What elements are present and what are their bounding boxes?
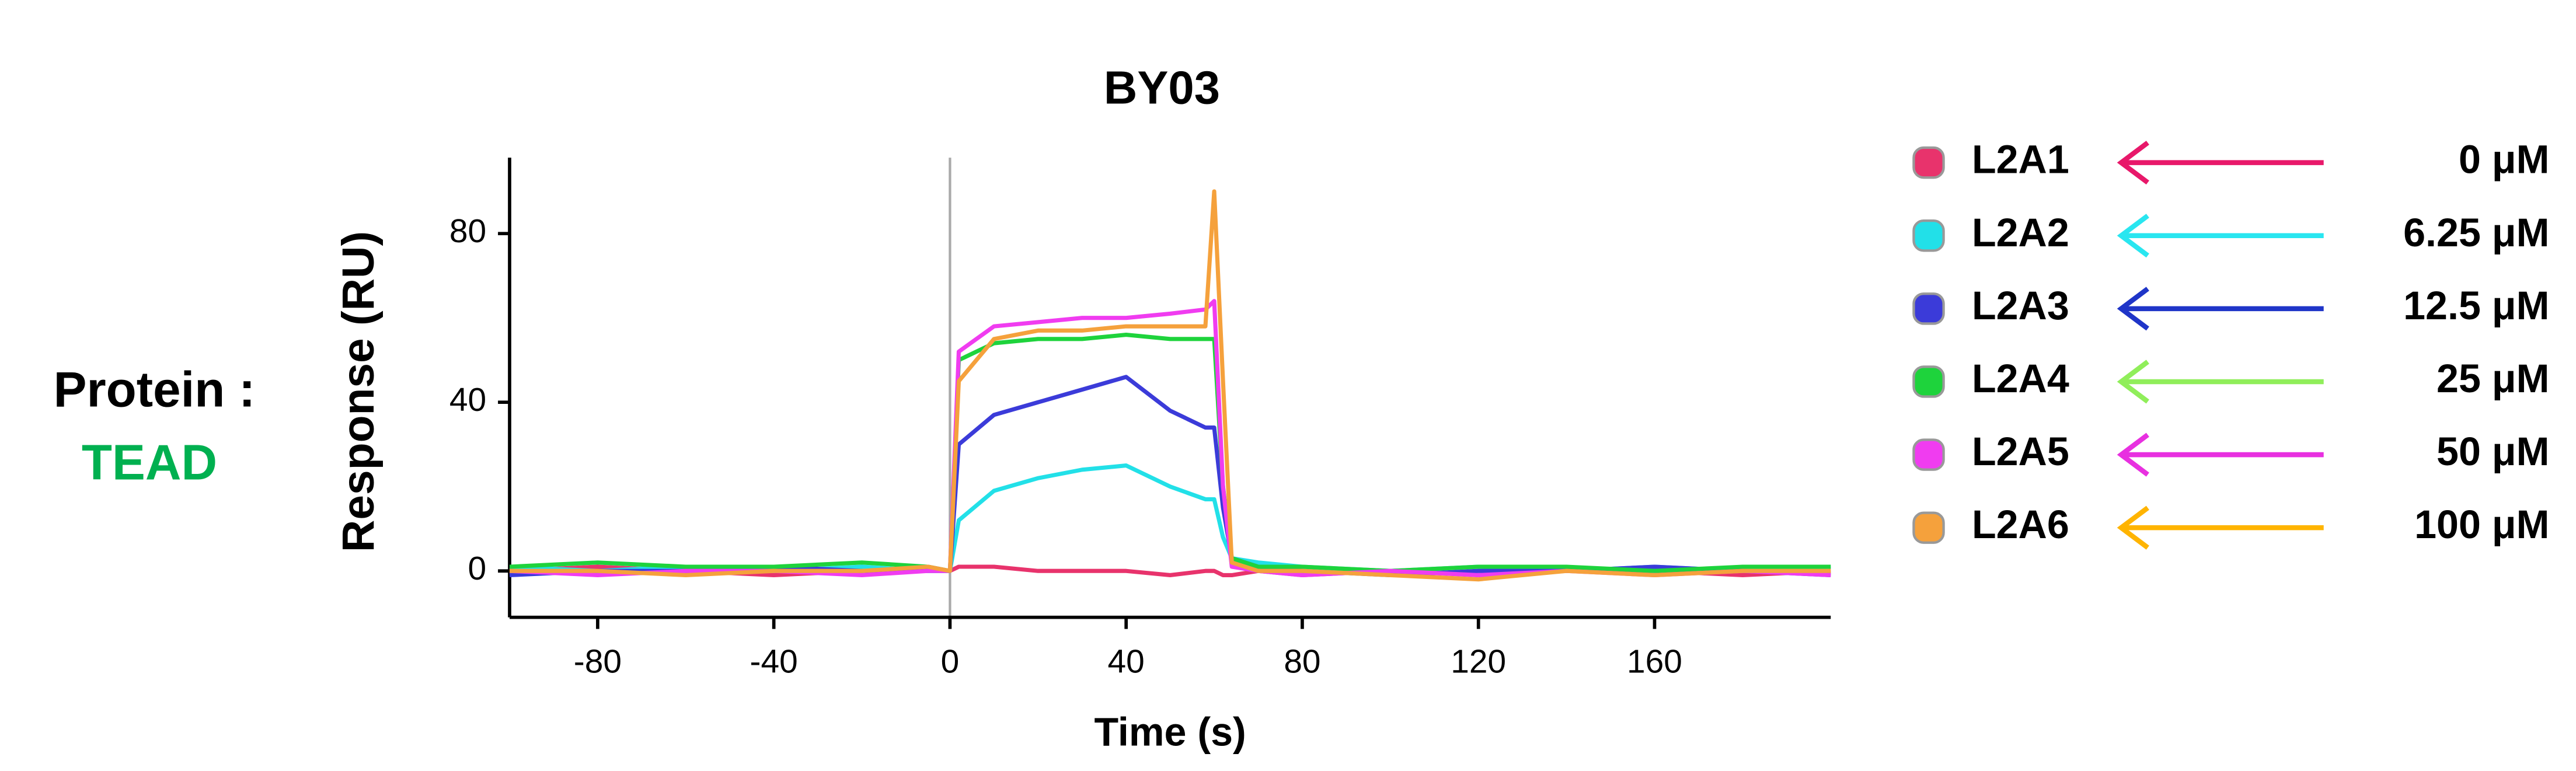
x-tick-label: 120: [1451, 643, 1506, 680]
legend-marker: [1912, 365, 1945, 398]
y-tick-label: 80: [449, 213, 486, 250]
legend-arrowhead: [2117, 432, 2149, 477]
y-tick-label: 40: [449, 382, 486, 418]
legend-label: L2A5: [1972, 430, 2069, 474]
legend-concentration: 25 μM: [2436, 357, 2549, 401]
legend-marker: [1912, 438, 1945, 471]
legend-label: L2A3: [1972, 284, 2069, 328]
x-tick-label: 0: [941, 643, 960, 680]
legend-concentration: 50 μM: [2436, 430, 2549, 474]
legend-concentration: 0 μM: [2459, 138, 2549, 182]
legend-concentration: 6.25 μM: [2403, 211, 2549, 255]
legend-arrowhead: [2117, 214, 2149, 258]
x-tick-label: 80: [1284, 643, 1320, 680]
series-line: [509, 299, 1831, 578]
legend-marker: [1912, 146, 1945, 179]
legend-marker: [1912, 219, 1945, 252]
legend-arrowhead: [2117, 141, 2149, 185]
x-tick-label: -80: [574, 643, 622, 680]
chart-title: BY03: [1104, 61, 1220, 113]
legend-concentration: 100 μM: [2414, 503, 2549, 547]
legend-marker: [1912, 511, 1945, 544]
y-axis-label: Response (RU): [334, 231, 384, 552]
legend-marker: [1912, 292, 1945, 325]
protein-label: Protein :: [54, 362, 256, 417]
x-tick-label: -40: [750, 643, 798, 680]
legend-concentration: 12.5 μM: [2403, 284, 2549, 328]
legend-arrowhead: [2117, 505, 2149, 550]
legend-arrowhead: [2117, 360, 2149, 404]
legend-arrowhead: [2117, 287, 2149, 331]
legend-label: L2A1: [1972, 138, 2069, 182]
series-line: [509, 375, 1831, 578]
protein-name: TEAD: [82, 435, 217, 491]
x-axis-label: Time (s): [1094, 710, 1246, 755]
legend-label: L2A6: [1972, 503, 2069, 547]
x-tick-label: 160: [1627, 643, 1682, 680]
series-line: [509, 333, 1831, 573]
y-tick-label: 0: [468, 550, 487, 587]
legend-label: L2A2: [1972, 211, 2069, 255]
legend-label: L2A4: [1972, 357, 2069, 401]
x-tick-label: 40: [1108, 643, 1145, 680]
series-line: [509, 463, 1831, 573]
series-line: [509, 189, 1831, 582]
